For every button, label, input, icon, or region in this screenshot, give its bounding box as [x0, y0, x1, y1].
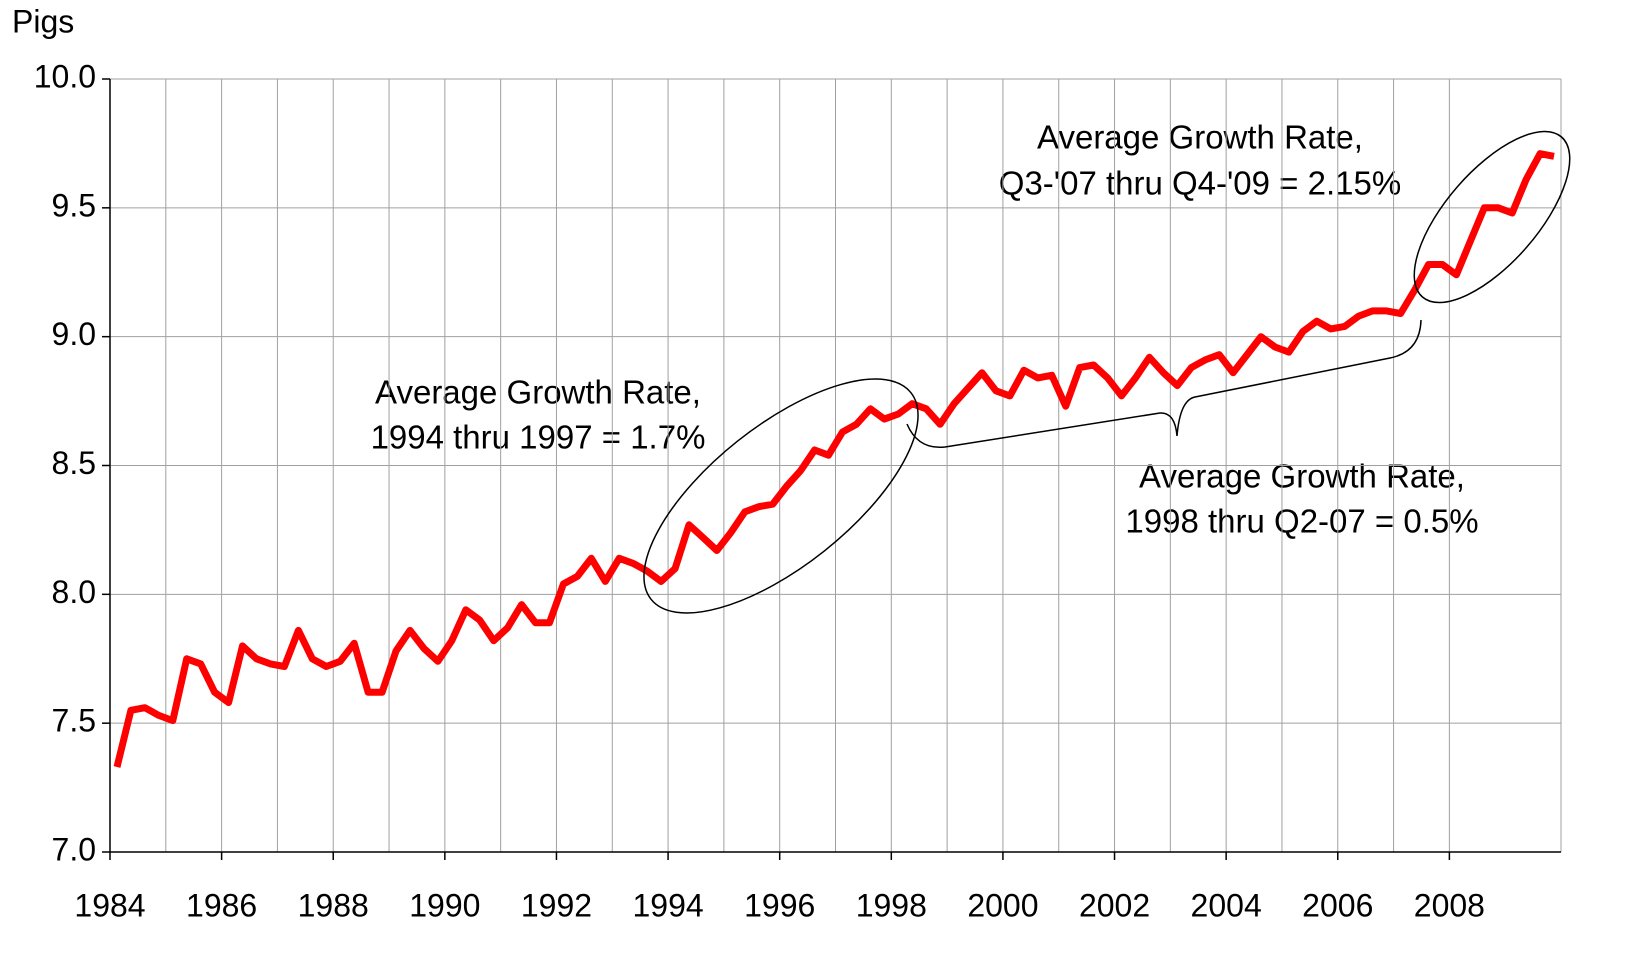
x-tick-label: 2002 [1079, 887, 1150, 923]
y-tick-label: 9.0 [52, 316, 96, 352]
grid [102, 78, 1562, 860]
x-tick-label: 1998 [856, 887, 927, 923]
data-line [113, 150, 1555, 768]
brace [906, 319, 1422, 449]
highlight-ellipse [1413, 130, 1571, 304]
annotation: Average Growth Rate, [1139, 458, 1465, 495]
x-tick-label: 1996 [744, 887, 815, 923]
annotation: 1994 thru 1997 = 1.7% [371, 419, 706, 456]
x-tick-label: 1990 [409, 887, 480, 923]
x-tick-label: 2008 [1414, 887, 1485, 923]
series [113, 150, 1555, 768]
y-tick-label: 10.0 [34, 58, 96, 94]
y-tick-label: 9.5 [52, 187, 96, 223]
annotation: Average Growth Rate, [375, 374, 701, 411]
x-tick-label: 2004 [1191, 887, 1262, 923]
y-tick-label: 8.0 [52, 574, 96, 610]
x-tick-label: 1988 [298, 887, 369, 923]
x-tick-label: 2006 [1302, 887, 1373, 923]
highlight-ellipse [643, 378, 919, 614]
x-tick-label: 1984 [74, 887, 145, 923]
annotation: 1998 thru Q2-07 = 0.5% [1125, 503, 1478, 540]
y-tick-label: 8.5 [52, 445, 96, 481]
x-tick-label: 1992 [521, 887, 592, 923]
x-tick-label: 2000 [967, 887, 1038, 923]
y-tick-label: 7.0 [52, 831, 96, 867]
annotation: Q3-'07 thru Q4-'09 = 2.15% [999, 165, 1401, 202]
y-axis-label: Pigs [12, 3, 74, 39]
x-tick-label: 1986 [186, 887, 257, 923]
y-tick-label: 7.5 [52, 703, 96, 739]
x-tick-label: 1994 [632, 887, 703, 923]
annotation: Average Growth Rate, [1037, 119, 1363, 156]
